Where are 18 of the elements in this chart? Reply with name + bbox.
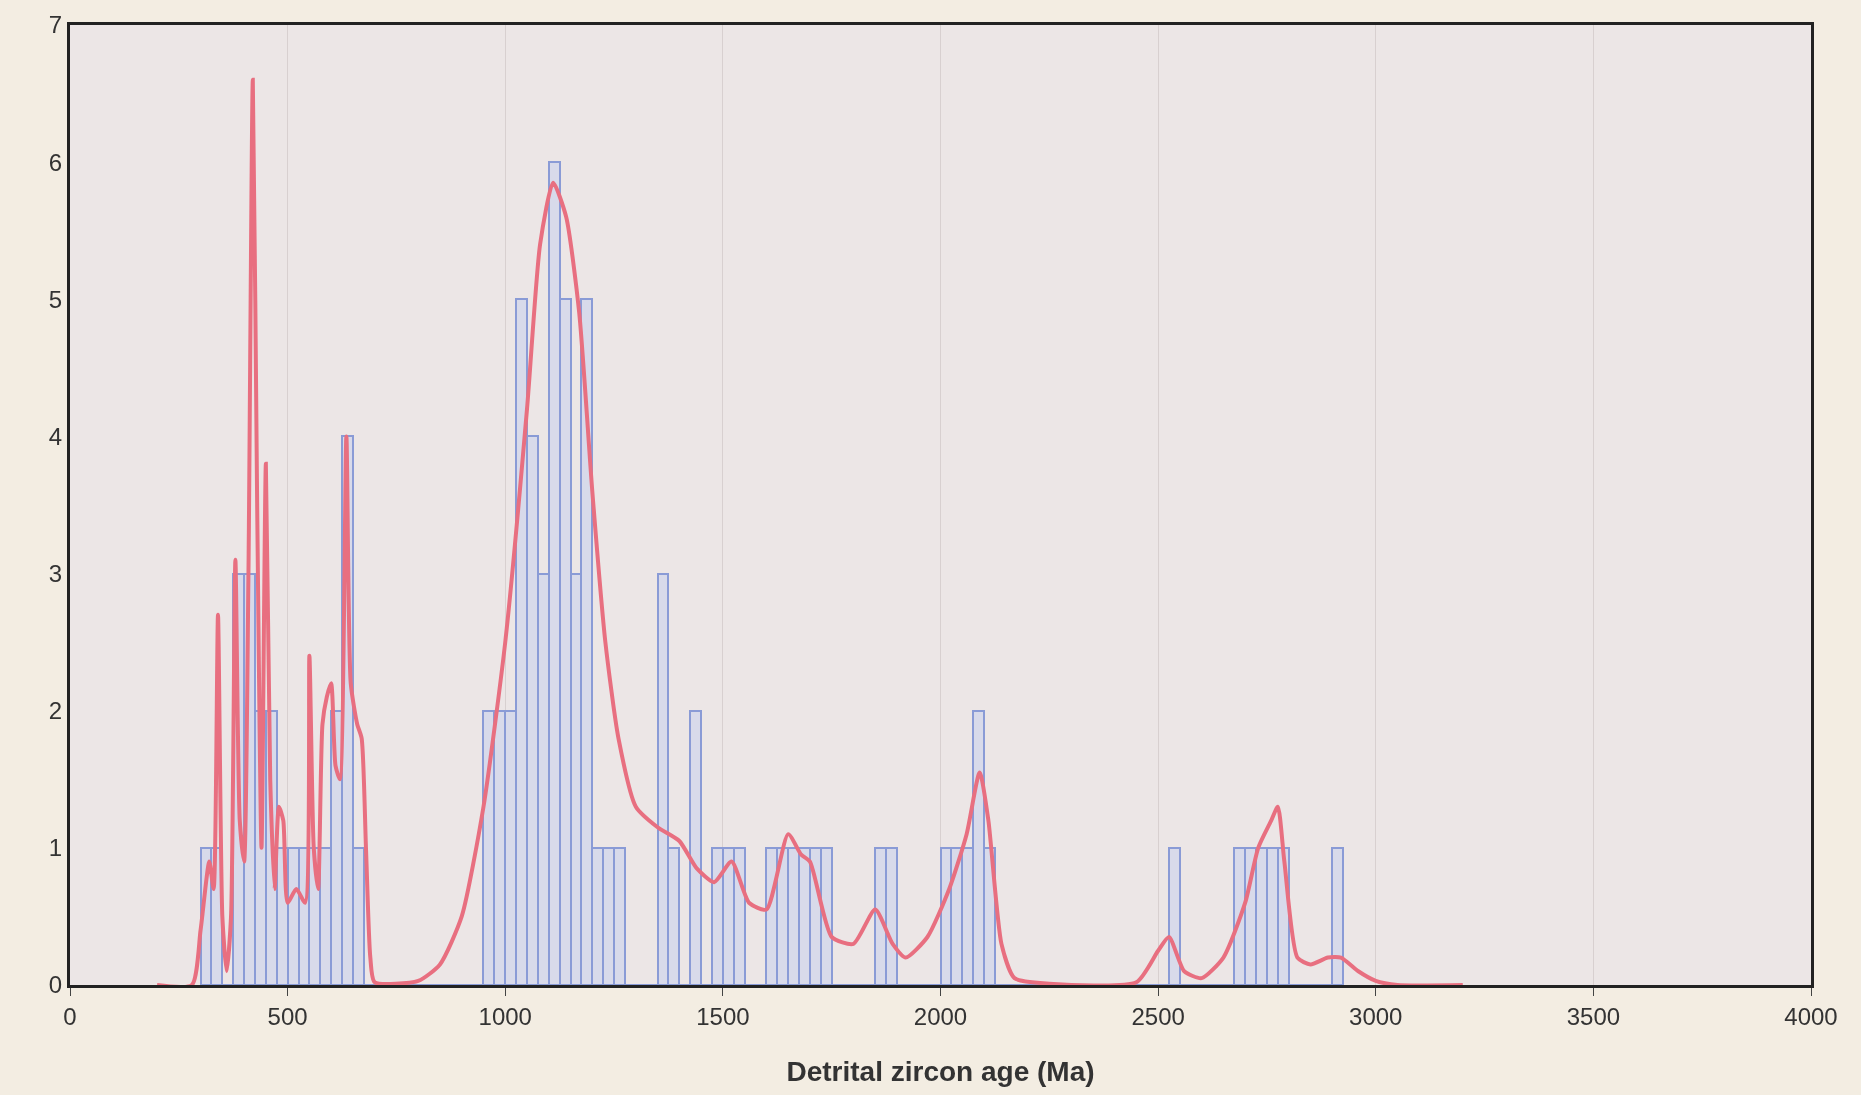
y-tick-label: 4 bbox=[48, 422, 63, 450]
line-series bbox=[155, 77, 1465, 985]
x-tick-label: 500 bbox=[267, 1002, 308, 1030]
y-tick-label: 3 bbox=[48, 559, 63, 587]
y-tick-label: 0 bbox=[48, 971, 63, 999]
x-tick-label: 3500 bbox=[1566, 1002, 1621, 1030]
x-tick-label: 1500 bbox=[696, 1002, 750, 1030]
x-tick-label: 4000 bbox=[1784, 1002, 1838, 1030]
y-tick-label: 1 bbox=[48, 834, 63, 862]
x-tick-label: 2500 bbox=[1131, 1002, 1185, 1030]
x-tick-label: 2000 bbox=[913, 1002, 968, 1030]
x-tick-label: 1000 bbox=[478, 1002, 532, 1030]
y-tick-label: 6 bbox=[48, 148, 63, 176]
y-tick-label: 5 bbox=[48, 285, 63, 313]
y-tick-label: 7 bbox=[48, 11, 63, 39]
x-axis-title: Detrital zircon age (Ma) bbox=[786, 1056, 1095, 1087]
x-tick-label: 3000 bbox=[1349, 1002, 1403, 1030]
y-tick-label: 2 bbox=[48, 697, 63, 725]
